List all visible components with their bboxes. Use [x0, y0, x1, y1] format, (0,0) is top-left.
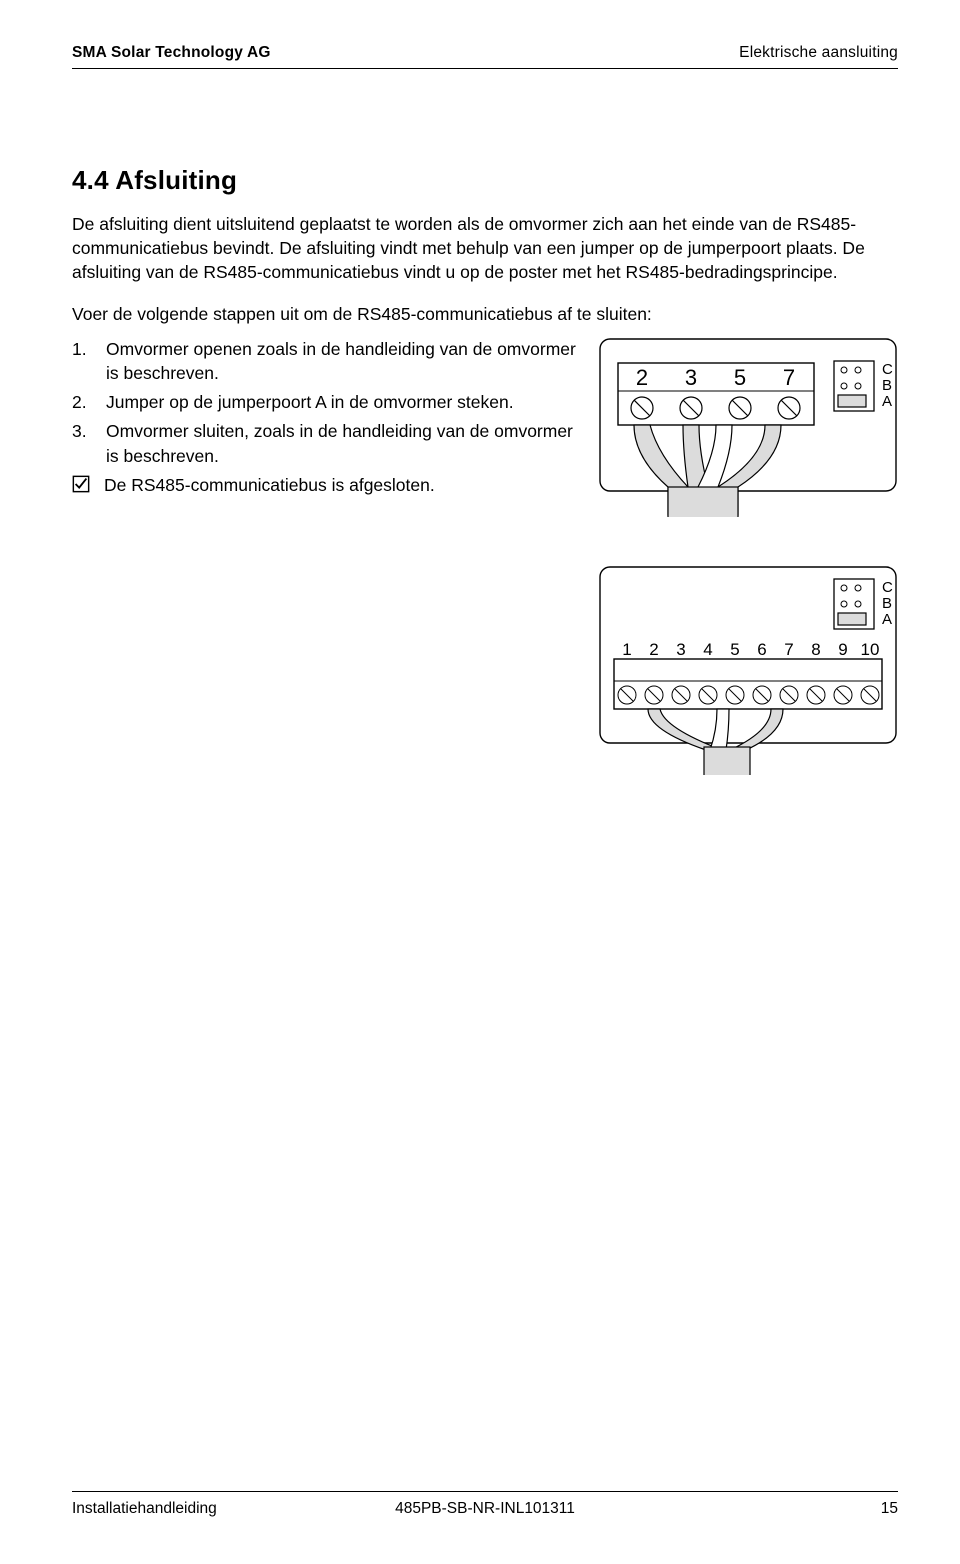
footer-doc-type: Installatiehandleiding — [72, 1500, 217, 1518]
header-rule — [72, 68, 898, 69]
svg-text:10: 10 — [861, 640, 880, 659]
page-header: SMA Solar Technology AG Elektrische aans… — [72, 44, 898, 62]
svg-text:9: 9 — [838, 640, 847, 659]
section-title: 4.4 Afsluiting — [72, 165, 898, 196]
step-item: 2. Jumper op de jumperpoort A in de omvor… — [72, 390, 576, 415]
step-number: 2. — [72, 390, 96, 415]
jumper-label: C — [882, 361, 893, 378]
footer-doc-id: 485PB-SB-NR-INL101311 — [395, 1500, 575, 1518]
terminal-diagram-4pin: 2 3 5 7 — [598, 337, 898, 517]
terminal-label: 7 — [783, 365, 795, 390]
svg-text:2: 2 — [649, 640, 658, 659]
footer-page-number: 15 — [881, 1500, 898, 1518]
step-text: Omvormer openen zoals in de handleiding … — [106, 337, 576, 387]
step-text: Jumper op de jumperpoort A in de omvorme… — [106, 390, 514, 415]
page-footer: Installatiehandleiding 485PB-SB-NR-INL10… — [72, 1491, 898, 1518]
header-chapter: Elektrische aansluiting — [739, 44, 898, 62]
jumper-label: A — [882, 393, 892, 410]
svg-text:4: 4 — [703, 640, 712, 659]
svg-text:7: 7 — [784, 640, 793, 659]
footer-rule — [72, 1491, 898, 1492]
step-item: 3.Omvormer sluiten, zoals in de handleid… — [72, 419, 576, 469]
svg-text:5: 5 — [730, 640, 739, 659]
jumper-label: C — [882, 579, 893, 596]
result-text: De RS485-communicatiebus is afgesloten. — [104, 475, 435, 496]
steps-list: 1.Omvormer openen zoals in de handleidin… — [72, 337, 576, 469]
terminal-label: 5 — [734, 365, 746, 390]
steps-lead: Voer de volgende stappen uit om de RS485… — [72, 302, 898, 326]
intro-paragraph: De afsluiting dient uitsluitend geplaats… — [72, 212, 892, 284]
section-number: 4.4 — [72, 165, 109, 195]
step-item: 1.Omvormer openen zoals in de handleidin… — [72, 337, 576, 387]
svg-text:1: 1 — [622, 640, 631, 659]
header-company: SMA Solar Technology AG — [72, 44, 271, 62]
svg-text:6: 6 — [757, 640, 766, 659]
section-heading: Afsluiting — [115, 165, 237, 195]
svg-text:3: 3 — [676, 640, 685, 659]
terminal-diagram-10pin: C B A 1 2 3 4 5 — [598, 565, 898, 775]
jumper-label: B — [882, 595, 892, 612]
checkbox-checked-icon — [72, 475, 90, 493]
step-number: 3. — [72, 419, 96, 469]
terminal-label: 2 — [636, 365, 648, 390]
jumper-label: B — [882, 377, 892, 394]
result-row: De RS485-communicatiebus is afgesloten. — [72, 475, 576, 496]
svg-text:8: 8 — [811, 640, 820, 659]
terminal-label: 3 — [685, 365, 697, 390]
jumper-label: A — [882, 611, 892, 628]
step-text: Omvormer sluiten, zoals in de handleidin… — [106, 419, 576, 469]
step-number: 1. — [72, 337, 96, 387]
